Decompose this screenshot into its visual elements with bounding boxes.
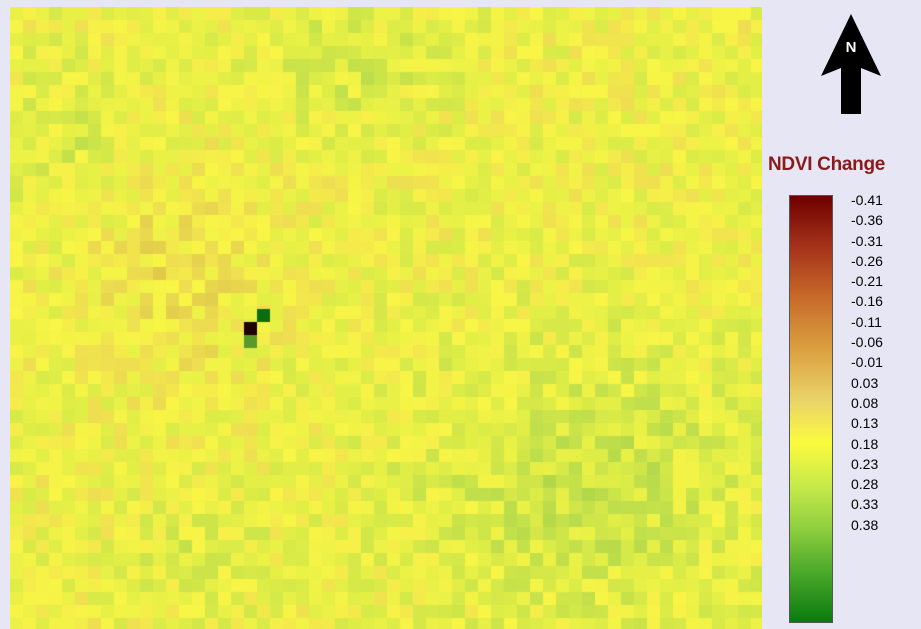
- legend-label: -0.26: [851, 252, 883, 269]
- legend-label: 0.28: [851, 476, 879, 493]
- legend-label: 0.08: [851, 394, 879, 411]
- legend-label: -0.06: [851, 334, 883, 351]
- legend-label: 0.38: [851, 516, 879, 533]
- north-arrow-icon: N: [821, 14, 881, 114]
- legend-label: -0.01: [851, 354, 883, 371]
- legend-label: 0.33: [851, 496, 879, 513]
- legend-label: -0.21: [851, 273, 883, 290]
- legend-color-ramp: [789, 195, 833, 623]
- legend-label: 0.03: [851, 374, 879, 391]
- ndvi-change-raster-map: [10, 7, 762, 629]
- legend-label: -0.11: [851, 313, 882, 330]
- legend-label: 0.13: [851, 415, 879, 432]
- legend-label: 0.23: [851, 455, 879, 472]
- legend-label: -0.16: [851, 293, 883, 310]
- legend-label: -0.36: [851, 212, 883, 229]
- legend-label: 0.18: [851, 435, 879, 452]
- legend-labels: -0.41 -0.36 -0.31 -0.26 -0.21 -0.16 -0.11 -0.06…: [851, 190, 883, 535]
- legend-label: -0.31: [851, 232, 883, 249]
- legend-title: NDVI Change: [768, 154, 886, 175]
- north-label: N: [846, 39, 857, 56]
- legend-label: -0.41: [851, 192, 883, 208]
